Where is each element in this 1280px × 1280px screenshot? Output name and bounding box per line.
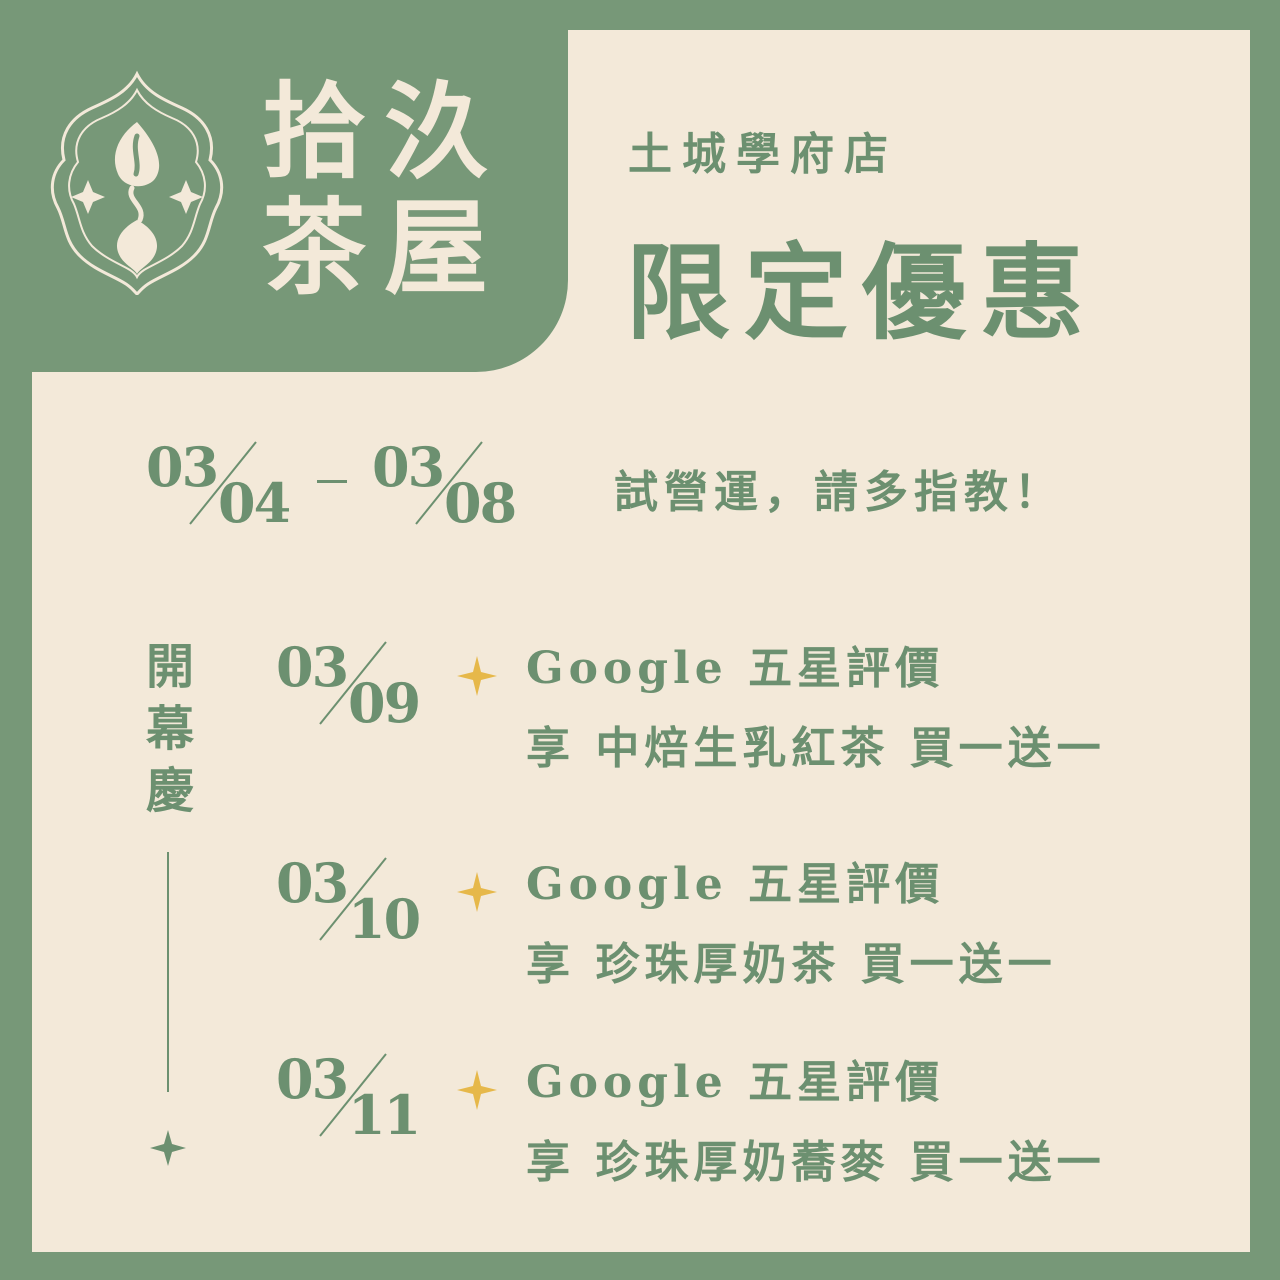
date-slash: [319, 1053, 387, 1137]
store-name: 土城學府店: [628, 129, 898, 180]
date-month: 03: [276, 635, 349, 699]
date-day: 11: [348, 1083, 421, 1147]
event-review-line: Google 五星評價: [526, 859, 945, 910]
date-range-dash: [317, 480, 347, 483]
brand-header: 拾汣 茶屋: [0, 0, 568, 372]
date-day: 10: [348, 887, 421, 951]
promo-title: 限定優惠: [626, 231, 1099, 354]
event-date: 03 10: [276, 856, 446, 956]
opening-label: 開幕慶: [145, 639, 194, 819]
event-review-line: Google 五星評價: [526, 1057, 945, 1108]
date-day: 08: [444, 471, 517, 535]
gold-sparkle-icon: [457, 1070, 497, 1110]
date-slash: [319, 857, 387, 941]
date-month: 03: [276, 1047, 349, 1111]
date-slash: [415, 441, 483, 525]
date-slash: [319, 641, 387, 725]
date-day: 04: [218, 471, 291, 535]
sparkle-icon: [150, 1130, 186, 1166]
event-offer-line: 享 珍珠厚奶茶 買一送一: [526, 939, 1057, 990]
date-day: 09: [348, 671, 421, 735]
timeline-line: [167, 852, 169, 1092]
trial-message: 試營運，請多指教！: [614, 467, 1064, 518]
date-month: 03: [276, 851, 349, 915]
tea-leaf-arch-logo-icon: [50, 70, 224, 295]
event-date: 03 11: [276, 1052, 446, 1152]
event-offer-line: 享 中焙生乳紅茶 買一送一: [526, 723, 1106, 774]
date-month: 03: [146, 435, 219, 499]
trial-end-date: 03 08: [372, 440, 542, 540]
brand-name-line1: 拾汣: [262, 70, 507, 193]
event-date: 03 09: [276, 640, 446, 740]
brand-name-line2: 茶屋: [262, 186, 507, 309]
date-slash: [189, 441, 257, 525]
gold-sparkle-icon: [457, 872, 497, 912]
gold-sparkle-icon: [457, 656, 497, 696]
date-month: 03: [372, 435, 445, 499]
event-review-line: Google 五星評價: [526, 643, 945, 694]
event-offer-line: 享 珍珠厚奶蕎麥 買一送一: [526, 1137, 1106, 1188]
trial-start-date: 03 04: [146, 440, 316, 540]
